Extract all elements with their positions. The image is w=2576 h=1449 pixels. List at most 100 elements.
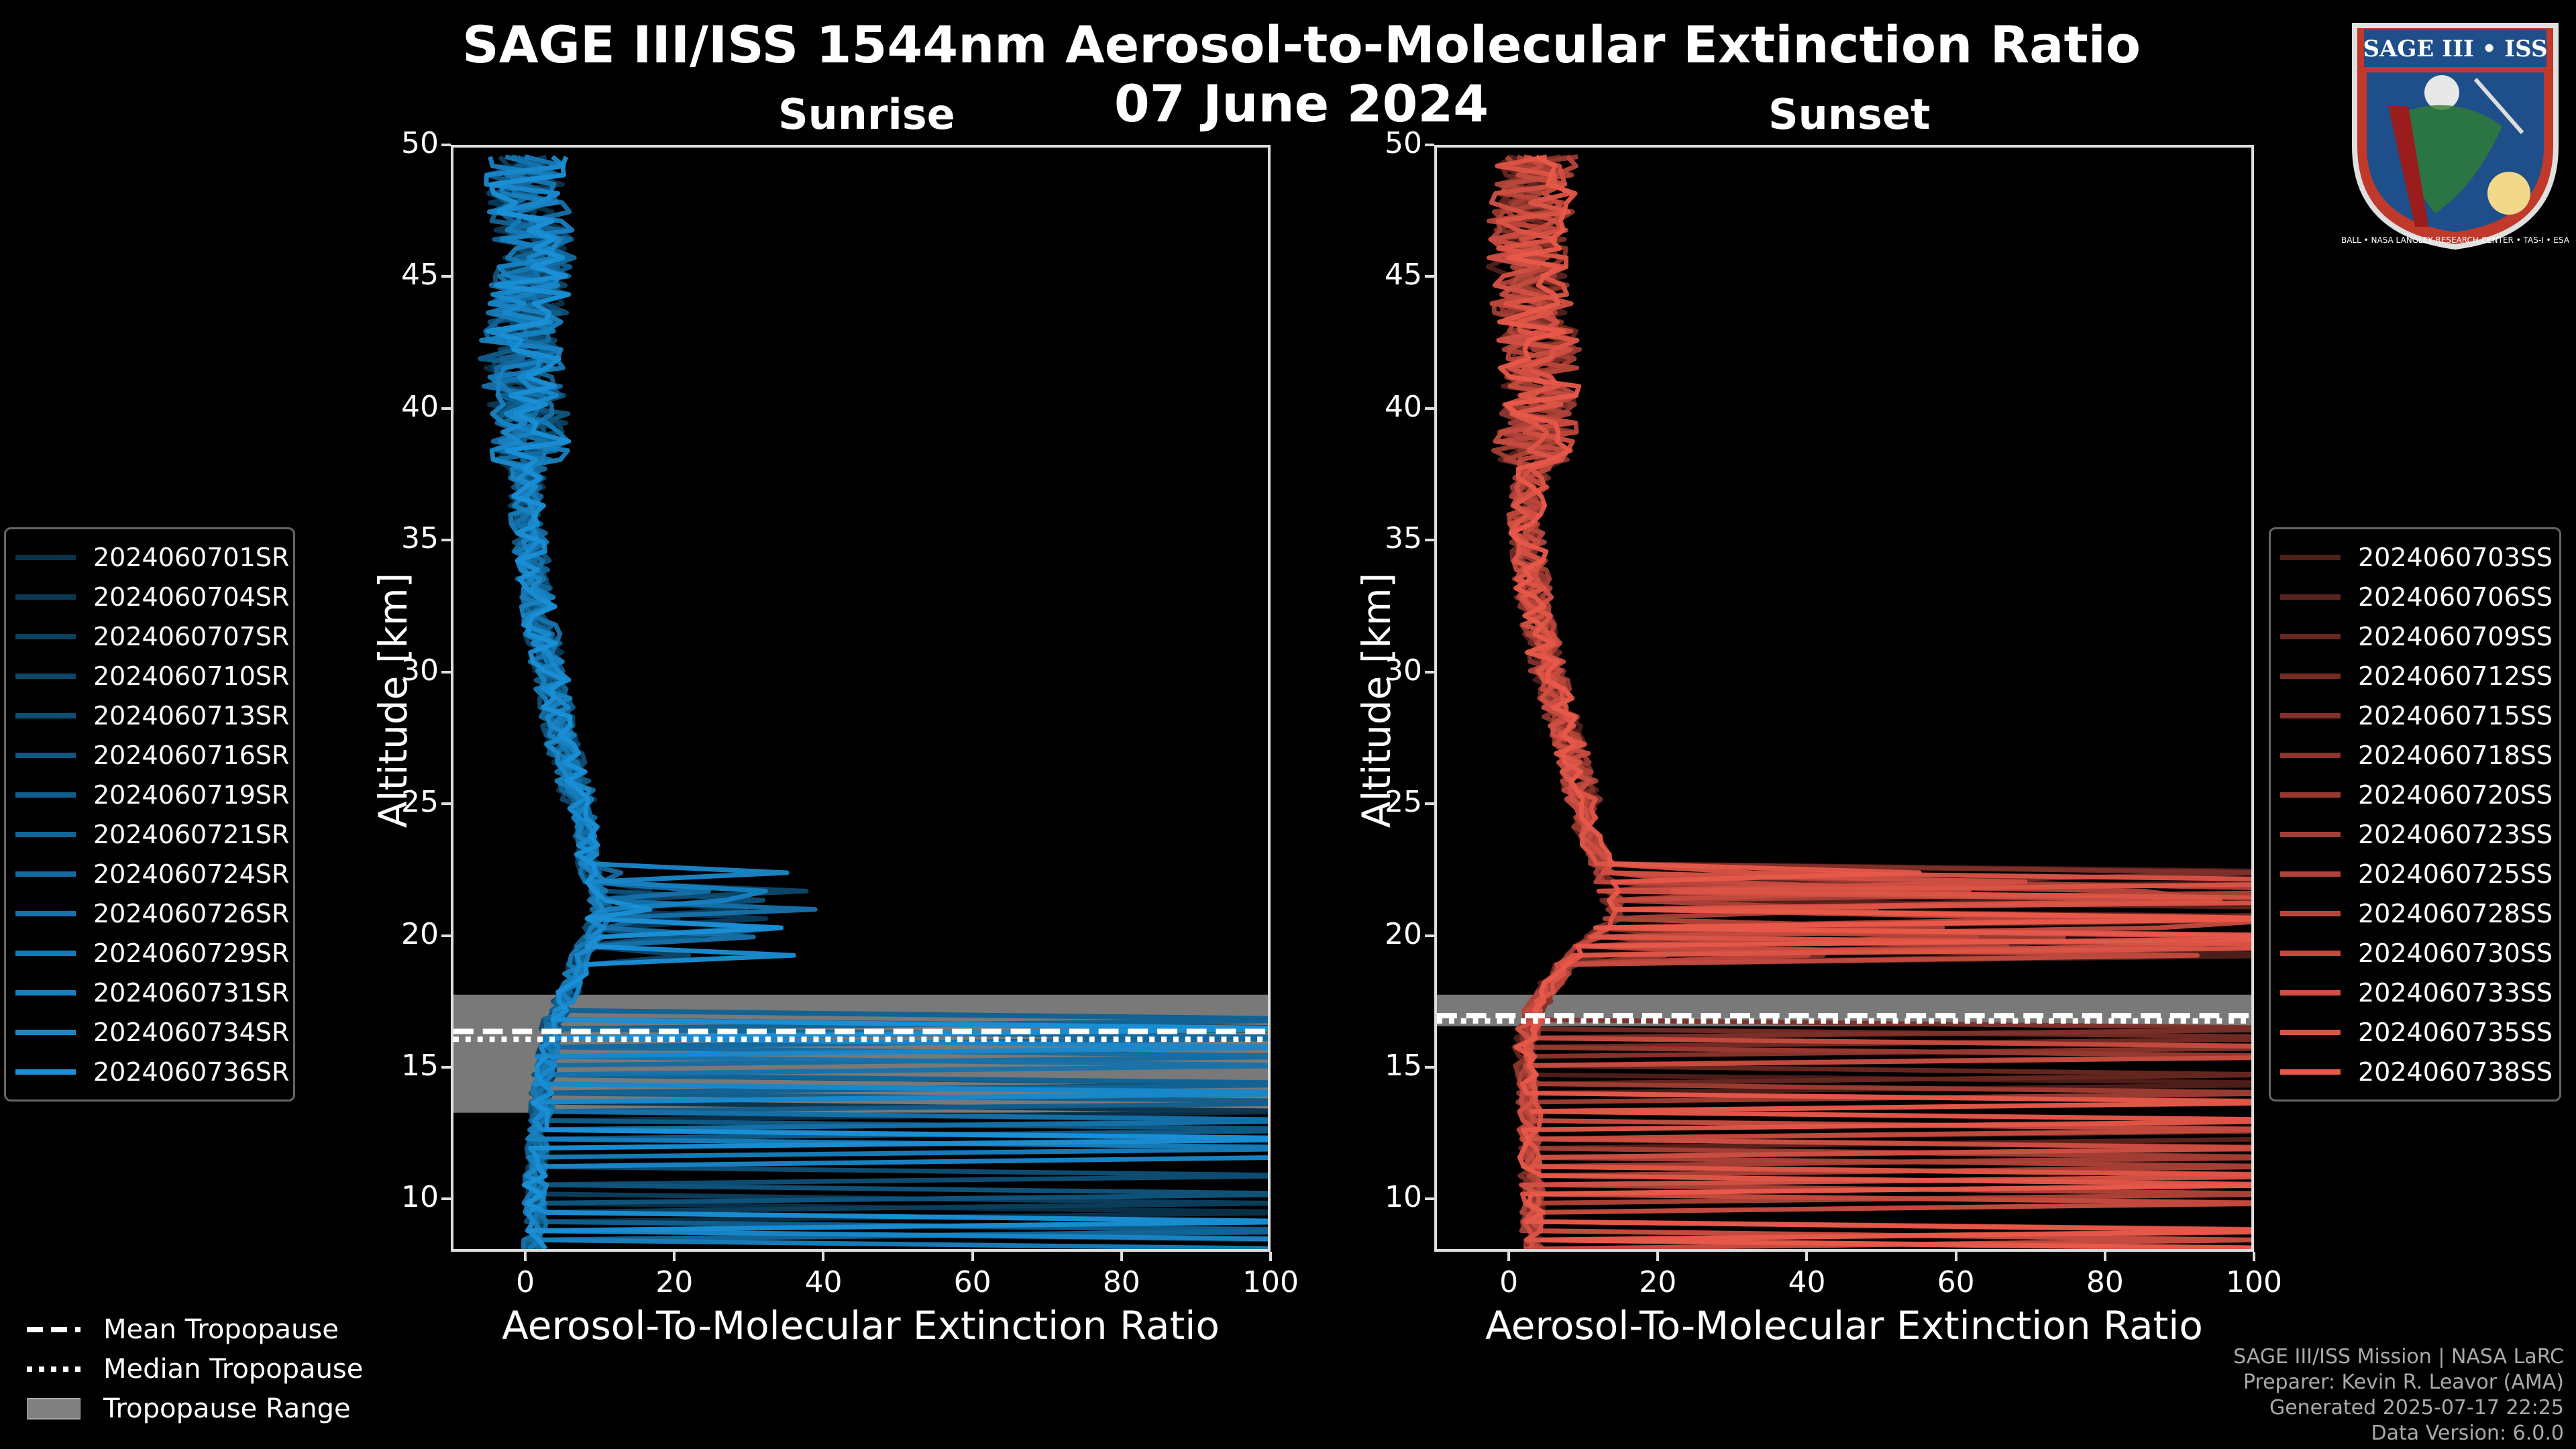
y-tick-mark <box>1425 1197 1434 1201</box>
y-tick-label: 45 <box>401 258 439 292</box>
legend-mean-tropopause: Mean Tropopause <box>27 1309 363 1349</box>
legend-label: 2024060724SR <box>93 859 290 889</box>
legend-label: 2024060725SS <box>2358 859 2553 889</box>
y-tick-label: 35 <box>401 521 439 556</box>
y-tick-label: 20 <box>401 916 439 951</box>
sunset-x-axis-label: Aerosol-To-Molecular Extinction Ratio <box>1485 1303 2203 1348</box>
y-tick-label: 40 <box>1385 389 1422 424</box>
legend-item: 2024060726SR <box>15 894 289 933</box>
legend-item: 2024060703SS <box>2280 537 2553 577</box>
tropopause-range-label: Tropopause Range <box>103 1393 351 1424</box>
legend-swatch <box>15 871 76 877</box>
legend-item: 2024060736SR <box>15 1052 289 1091</box>
legend-label: 2024060704SR <box>93 582 290 612</box>
legend-label: 2024060729SR <box>93 938 290 968</box>
y-tick-label: 50 <box>401 126 439 160</box>
y-tick-mark <box>1425 539 1434 542</box>
x-tick-mark <box>1269 1252 1272 1261</box>
sunrise-y-axis-label: Altitude [km] <box>370 572 417 828</box>
legend-item: 2024060728SS <box>2280 894 2553 933</box>
sunset-plot <box>1434 145 2254 1252</box>
x-tick-label: 100 <box>2226 1265 2282 1299</box>
y-tick-mark <box>441 1066 451 1069</box>
y-tick-label: 15 <box>1385 1049 1422 1083</box>
x-tick-mark <box>2103 1252 2106 1261</box>
legend-item: 2024060716SR <box>15 735 289 775</box>
legend-tropopause-range: Tropopause Range <box>27 1389 363 1428</box>
dotted-line-icon <box>27 1366 80 1372</box>
legend-label: 2024060720SS <box>2358 780 2553 810</box>
y-tick-label: 35 <box>1385 521 1422 556</box>
legend-label: 2024060710SR <box>93 661 290 691</box>
y-tick-label: 25 <box>401 785 439 820</box>
legend-swatch <box>2280 594 2341 600</box>
legend-label: 2024060728SS <box>2358 898 2553 928</box>
legend-item: 2024060721SR <box>15 814 289 854</box>
x-tick-label: 80 <box>1102 1265 1140 1299</box>
legend-swatch <box>15 673 76 679</box>
legend-label: 2024060713SR <box>93 700 290 731</box>
logo-name: SAGE III • ISS <box>2363 36 2547 62</box>
legend-item: 2024060718SS <box>2280 735 2553 775</box>
y-tick-mark <box>441 1197 451 1201</box>
legend-item: 2024060704SR <box>15 577 289 616</box>
legend-label: 2024060735SS <box>2358 1017 2553 1047</box>
x-tick-label: 40 <box>1788 1265 1826 1299</box>
legend-label: 2024060706SS <box>2358 582 2553 612</box>
legend-item: 2024060715SS <box>2280 696 2553 735</box>
date-title: 07 June 2024 <box>1114 74 1489 133</box>
y-tick-label: 45 <box>1385 258 1422 292</box>
y-tick-label: 20 <box>1385 916 1422 951</box>
sunset-legend: 2024060703SS 2024060706SS 2024060709SS 2024… <box>2269 527 2561 1102</box>
legend-item: 2024060723SS <box>2280 814 2553 854</box>
x-tick-label: 0 <box>516 1265 535 1299</box>
legend-swatch <box>2280 950 2341 956</box>
range-box-icon <box>27 1397 80 1419</box>
mean-tropopause-label: Mean Tropopause <box>103 1313 339 1345</box>
legend-swatch <box>15 1069 76 1075</box>
x-tick-mark <box>822 1252 825 1261</box>
y-tick-label: 25 <box>1385 785 1422 820</box>
legend-swatch <box>2280 831 2341 837</box>
legend-swatch <box>15 633 76 639</box>
legend-label: 2024060709SS <box>2358 621 2553 651</box>
y-tick-mark <box>441 802 451 806</box>
legend-swatch <box>2280 1069 2341 1075</box>
x-tick-mark <box>1507 1252 1511 1261</box>
profile-line-2024060726SR <box>481 154 1268 1249</box>
legend-item: 2024060731SR <box>15 973 289 1012</box>
legend-label: 2024060730SS <box>2358 938 2553 968</box>
x-tick-label: 60 <box>1937 1265 1975 1299</box>
legend-item: 2024060709SS <box>2280 616 2553 656</box>
x-tick-mark <box>971 1252 974 1261</box>
legend-item: 2024060710SR <box>15 656 289 696</box>
legend-label: 2024060703SS <box>2358 542 2553 572</box>
y-tick-mark <box>1425 407 1434 410</box>
sunrise-plot <box>451 145 1271 1252</box>
y-tick-label: 40 <box>401 389 439 424</box>
y-tick-mark <box>1425 802 1434 806</box>
legend-swatch <box>15 712 76 718</box>
y-tick-mark <box>441 539 451 542</box>
footer-preparer: Preparer: Kevin R. Leavor (AMA) <box>2243 1371 2564 1394</box>
y-tick-label: 30 <box>1385 653 1422 688</box>
profile-line-2024060730SS <box>1488 154 2251 1249</box>
legend-item: 2024060724SR <box>15 854 289 894</box>
y-tick-mark <box>441 934 451 937</box>
legend-median-tropopause: Median Tropopause <box>27 1349 363 1389</box>
legend-label: 2024060718SS <box>2358 740 2553 770</box>
legend-item: 2024060729SR <box>15 933 289 973</box>
x-tick-mark <box>1120 1252 1123 1261</box>
x-tick-label: 20 <box>1639 1265 1677 1299</box>
y-tick-mark <box>441 275 451 278</box>
tropopause-legend: Mean Tropopause Median Tropopause Tropop… <box>27 1309 363 1428</box>
legend-item: 2024060735SS <box>2280 1012 2553 1052</box>
legend-swatch <box>15 910 76 916</box>
legend-swatch <box>2280 989 2341 996</box>
legend-item: 2024060701SR <box>15 537 289 577</box>
main-title: SAGE III/ISS 1544nm Aerosol-to-Molecular… <box>462 15 2141 74</box>
legend-item: 2024060713SR <box>15 696 289 735</box>
x-tick-label: 60 <box>953 1265 991 1299</box>
x-tick-mark <box>1805 1252 1809 1261</box>
legend-label: 2024060726SR <box>93 898 290 928</box>
